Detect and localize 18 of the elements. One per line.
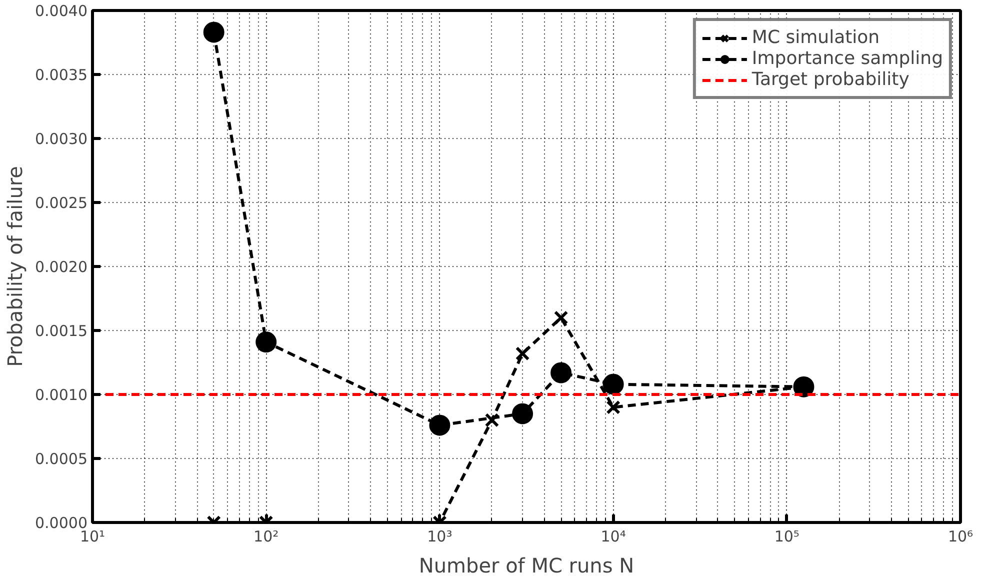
- y-tick-label: 0.0040: [35, 2, 88, 20]
- x-axis-title: Number of MC runs N: [418, 554, 634, 578]
- x-tick-label: 10⁴: [600, 528, 626, 546]
- y-tick-label: 0.0025: [35, 194, 88, 212]
- y-tick-label: 0.0030: [35, 130, 88, 148]
- y-tick-label: 0.0015: [35, 322, 88, 340]
- y-tick-label: 0.0020: [35, 258, 88, 276]
- legend-label: MC simulation: [752, 27, 880, 48]
- legend-label: Target probability: [752, 69, 910, 90]
- y-tick-label: 0.0005: [35, 450, 88, 468]
- x-tick-label: 10⁶: [948, 528, 974, 546]
- legend-label: Importance sampling: [752, 48, 943, 69]
- x-tick-label: 10²: [254, 528, 279, 546]
- x-tick-label: 10⁵: [774, 528, 800, 546]
- y-tick-label: 0.0035: [35, 66, 88, 84]
- x-tick-label: 10³: [427, 528, 452, 546]
- y-axis-title: Probability of failure: [3, 166, 28, 367]
- y-tick-label: 0.0010: [35, 386, 88, 404]
